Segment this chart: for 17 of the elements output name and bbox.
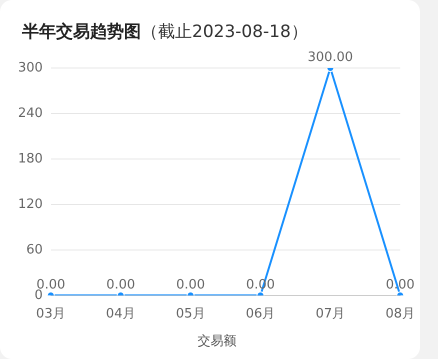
chart-title: 半年交易趋势图 (22, 22, 141, 42)
y-tick-label: 300 (18, 60, 43, 76)
y-tick-label: 180 (18, 151, 43, 166)
x-tick-label: 06月 (246, 306, 276, 322)
chart-subtitle: （截止2023-08-18） (141, 22, 308, 42)
x-tick-label: 07月 (316, 306, 346, 322)
data-label: 0.00 (176, 277, 206, 292)
x-tick-label: 04月 (106, 306, 136, 322)
x-tick-label: 08月 (385, 306, 415, 322)
y-tick-label: 240 (18, 106, 43, 121)
text: 交易额 (197, 332, 236, 349)
x-tick-label: 03月 (36, 306, 66, 322)
data-label: 300.00 (308, 50, 354, 65)
y-tick-label: 120 (18, 196, 43, 212)
data-label: 0.00 (106, 277, 136, 292)
y-tick-label: 60 (26, 242, 43, 258)
x-tick-label: 05月 (176, 306, 206, 322)
